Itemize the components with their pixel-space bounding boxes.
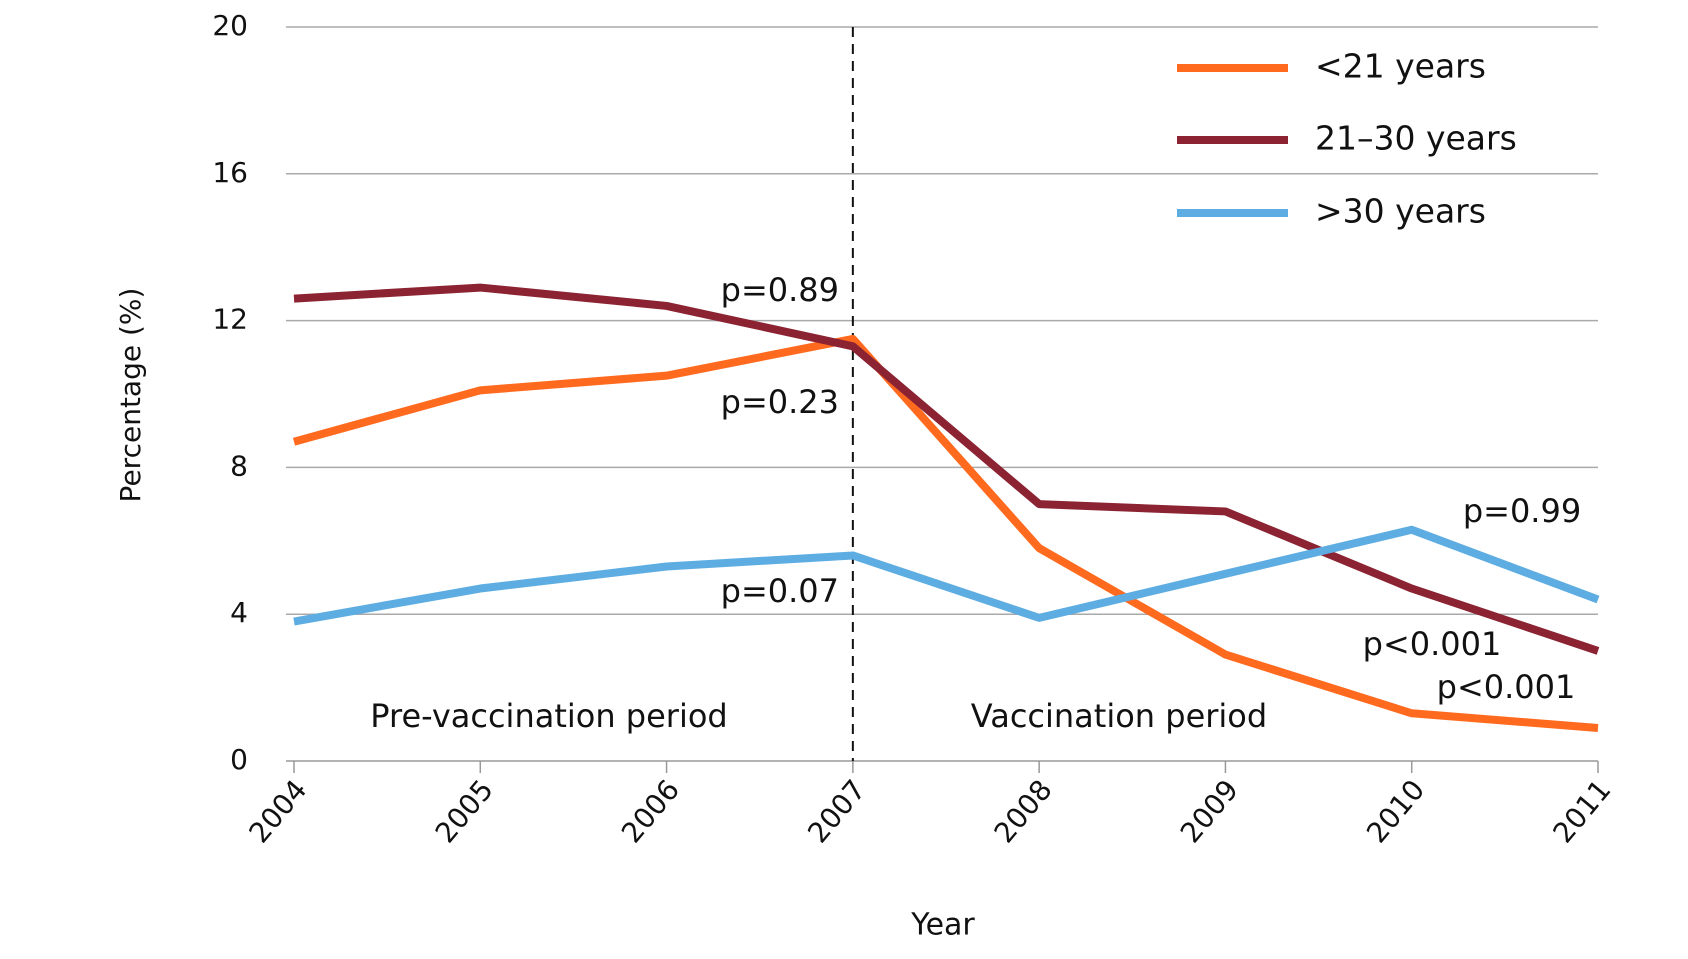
y-tick-label: 20	[212, 9, 248, 42]
legend-label: <21 years	[1315, 47, 1486, 86]
data-line	[293, 525, 1600, 626]
x-tick-label: 2011	[1546, 773, 1617, 849]
y-axis-label: Percentage (%)	[114, 288, 147, 503]
x-tick-label: 2009	[1174, 773, 1245, 849]
x-tick-label: 2006	[615, 773, 686, 849]
annotation: p=0.89	[721, 271, 839, 309]
annotation: Vaccination period	[971, 697, 1267, 735]
y-tick-label: 0	[230, 743, 248, 776]
annotation: p=0.07	[721, 572, 839, 610]
legend-label: 21–30 years	[1315, 119, 1517, 158]
y-tick-label: 4	[230, 596, 248, 629]
data-line	[293, 283, 1600, 655]
y-tick-label: 16	[212, 156, 248, 189]
x-tick-label: 2008	[988, 773, 1059, 849]
annotation: p<0.001	[1363, 625, 1502, 663]
legend-label: >30 years	[1315, 192, 1486, 231]
y-tick-label: 12	[212, 303, 248, 336]
x-tick-label: 2004	[242, 773, 313, 849]
data-line	[292, 334, 1599, 732]
annotation: p<0.001	[1437, 668, 1576, 706]
y-tick-label: 8	[230, 449, 248, 482]
x-tick-label: 2005	[429, 773, 500, 849]
x-tick-label: 2010	[1360, 773, 1431, 849]
annotation: p=0.99	[1463, 492, 1581, 530]
annotation: Pre-vaccination period	[370, 697, 727, 735]
x-tick-label: 2007	[801, 773, 872, 849]
annotation: p=0.23	[721, 383, 839, 421]
x-axis-label: Year	[910, 908, 975, 943]
